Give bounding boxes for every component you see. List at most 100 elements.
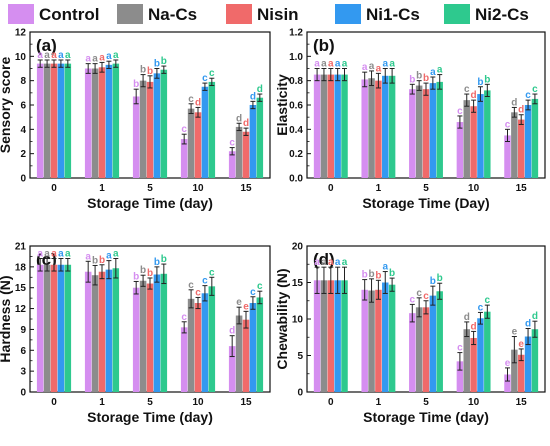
bar-nisin-day-15 (242, 319, 250, 392)
bar-control-day-0 (36, 63, 44, 179)
significance-label: a (335, 257, 341, 268)
significance-label: c (229, 138, 235, 149)
bar-nisin-day-5 (422, 307, 430, 392)
bar-na-cs-day-10 (187, 108, 195, 178)
significance-label: c (525, 90, 531, 101)
significance-label: d (236, 113, 242, 124)
y-tick-label: 0 (20, 388, 26, 399)
bar-control-day-10 (456, 122, 464, 178)
bar-ni1-cs-day-5 (153, 274, 161, 392)
bar-na-cs-day-0 (320, 280, 328, 392)
x-axis-title: Storage Time (day) (363, 409, 489, 425)
significance-label: a (92, 54, 98, 65)
significance-label: a (314, 257, 320, 268)
x-tick-label: 15 (240, 397, 252, 408)
panel-label: (d) (313, 250, 335, 269)
legend-swatch (117, 4, 143, 24)
x-axis-title: Storage Time (Day) (362, 195, 489, 211)
bar-na-cs-day-15 (511, 349, 518, 392)
bar-nisin-day-10 (470, 337, 477, 392)
significance-label: b (477, 77, 483, 88)
bar-ni1-cs-day-1 (382, 75, 389, 178)
bar-na-cs-day-10 (463, 100, 470, 178)
y-tick-label: 18 (15, 262, 27, 273)
bar-ni2-cs-day-0 (64, 264, 72, 392)
significance-label: b (147, 268, 153, 279)
significance-label: b (133, 271, 139, 282)
bar-na-cs-day-0 (43, 264, 51, 392)
bar-nisin-day-0 (327, 74, 335, 178)
bar-ni2-cs-day-0 (341, 74, 348, 178)
bar-nisin-day-10 (470, 106, 477, 178)
significance-label: a (430, 67, 436, 78)
significance-label: c (505, 119, 511, 130)
significance-label: c (195, 287, 201, 298)
bar-ni1-cs-day-10 (201, 86, 209, 178)
significance-label: c (181, 124, 187, 135)
bar-nisin-day-0 (50, 264, 58, 392)
bar-control-day-5 (409, 89, 416, 178)
bar-na-cs-day-1 (368, 290, 375, 392)
significance-label: d (532, 311, 538, 322)
bar-ni2-cs-day-1 (388, 284, 396, 392)
x-tick-label: 1 (99, 183, 105, 194)
bar-nisin-day-10 (194, 303, 202, 392)
x-tick-label: 5 (147, 397, 153, 408)
significance-label: a (362, 62, 368, 73)
y-tick-label: 0.2 (289, 149, 303, 160)
significance-label: a (328, 59, 334, 70)
significance-label: b (484, 74, 490, 85)
significance-label: a (342, 59, 348, 70)
significance-label: a (58, 50, 64, 61)
bar-ni2-cs-day-0 (64, 63, 72, 179)
bar-control-day-15 (504, 135, 511, 178)
bar-nisin-day-15 (517, 119, 525, 178)
significance-label: a (389, 59, 395, 70)
x-tick-label: 0 (328, 397, 334, 408)
significance-label: a (382, 59, 388, 70)
y-tick-label: 0.8 (289, 76, 303, 87)
bar-control-day-1 (84, 68, 92, 178)
significance-label: b (133, 79, 139, 90)
bar-ni1-cs-day-5 (429, 295, 437, 392)
legend-entry-ni2-cs: Ni2-Cs (444, 4, 529, 24)
bar-na-cs-day-10 (463, 329, 470, 392)
bar-control-day-0 (313, 280, 321, 392)
bar-nisin-day-1 (375, 80, 382, 178)
x-tick-label: 0 (51, 397, 57, 408)
significance-label: b (99, 255, 105, 266)
x-axis-title: Storage Time (day) (87, 409, 213, 425)
significance-label: a (85, 251, 91, 262)
bar-na-cs-day-5 (415, 307, 423, 392)
significance-label: a (37, 249, 43, 260)
significance-label: a (58, 249, 64, 260)
bar-ni1-cs-day-0 (57, 264, 65, 392)
y-tick-label: 15 (15, 283, 27, 294)
bar-control-day-1 (84, 271, 92, 392)
y-tick-label: 0 (20, 174, 26, 185)
legend-entry-na-cs: Na-Cs (117, 4, 197, 24)
legend-swatch (226, 4, 252, 24)
significance-label: a (113, 50, 119, 61)
y-tick-label: 5 (297, 351, 303, 362)
bar-nisin-day-5 (146, 81, 154, 178)
significance-label: a (44, 249, 50, 260)
y-axis-title: Chewability (N) (274, 268, 290, 369)
bar-control-day-15 (504, 374, 511, 392)
y-tick-label: 0 (297, 388, 303, 399)
significance-label: a (106, 251, 112, 262)
x-tick-label: 10 (468, 183, 480, 194)
bar-na-cs-day-5 (415, 85, 423, 178)
legend-swatch (444, 4, 470, 24)
x-tick-label: 1 (376, 397, 382, 408)
legend-label: Nisin (257, 5, 299, 24)
bar-ni2-cs-day-5 (436, 81, 443, 178)
significance-label: c (202, 73, 208, 84)
bar-ni2-cs-day-15 (531, 329, 539, 392)
bar-ni2-cs-day-15 (531, 98, 539, 178)
significance-label: b (389, 268, 395, 279)
significance-label: a (85, 54, 91, 65)
